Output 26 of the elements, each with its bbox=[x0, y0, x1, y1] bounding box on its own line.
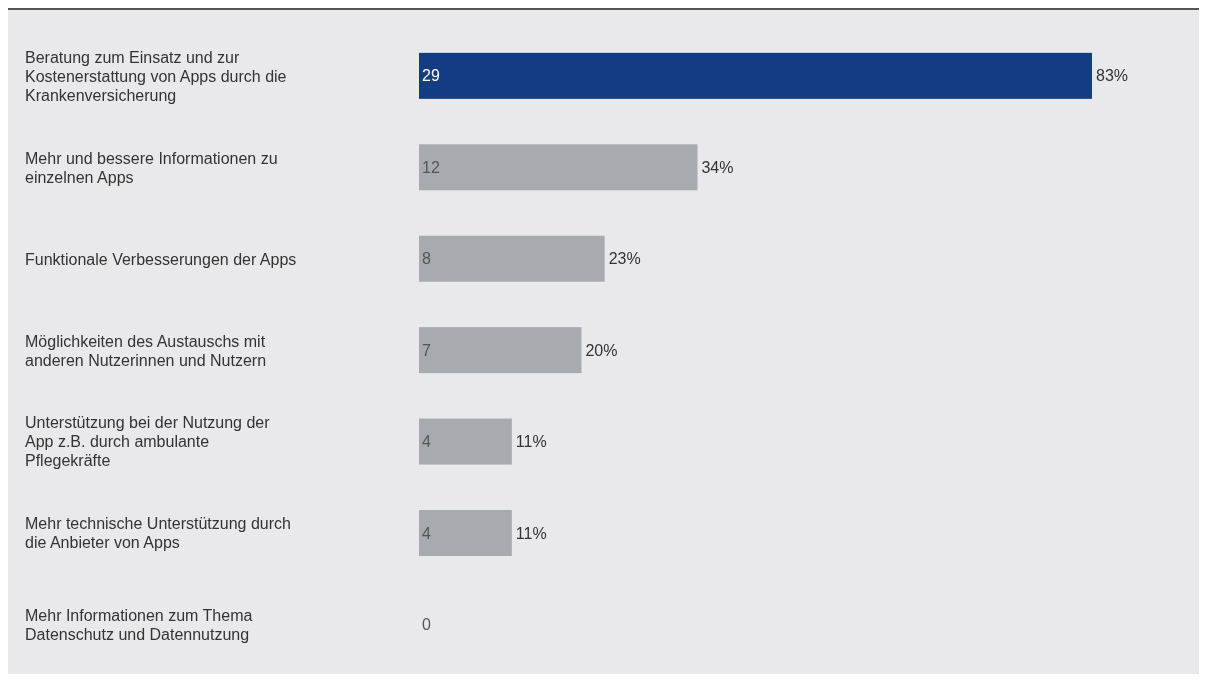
bar bbox=[419, 510, 512, 556]
y-tick-label: Unterstützung bei der Nutzung der App z.B. durch ambulante Pflegekräfte bbox=[25, 413, 271, 469]
y-tick-label: Mehr und bessere Informationen zu einzelnen Apps bbox=[25, 149, 278, 186]
data-label: 0 bbox=[422, 615, 431, 633]
annotation: 34% bbox=[701, 158, 734, 176]
data-label: 12 bbox=[422, 158, 440, 176]
bar bbox=[419, 144, 698, 191]
data-label: 7 bbox=[422, 341, 431, 359]
annotation: 23% bbox=[608, 250, 641, 268]
data-label: 29 bbox=[422, 67, 440, 85]
annotation: 11% bbox=[515, 433, 547, 451]
annotation: 20% bbox=[585, 341, 618, 359]
data-label: 4 bbox=[422, 433, 431, 451]
annotation: 11% bbox=[515, 524, 547, 542]
bar bbox=[419, 235, 605, 282]
data-label: 8 bbox=[422, 250, 431, 268]
y-tick-label: Möglichkeiten des Austauschs mit anderen Nutzerinnen und Nutzern bbox=[25, 332, 267, 368]
y-tick-label: Mehr Informationen zum Thema Datenschutz und Datennutzung bbox=[25, 606, 253, 643]
y-tick-label: Beratung zum Einsatz und zur Kostenerstattung von Apps durch die Krankenversicherung bbox=[25, 48, 287, 104]
data-label: 4 bbox=[422, 524, 431, 542]
bar bbox=[419, 52, 1092, 99]
bar bbox=[419, 418, 512, 465]
bar bbox=[419, 327, 582, 374]
y-tick-label: Funktionale Verbesserungen der Apps bbox=[25, 250, 297, 268]
y-tick-label: Mehr technische Unterstützung durch die Anbieter von Apps bbox=[25, 514, 291, 551]
annotation: 83% bbox=[1096, 67, 1129, 85]
